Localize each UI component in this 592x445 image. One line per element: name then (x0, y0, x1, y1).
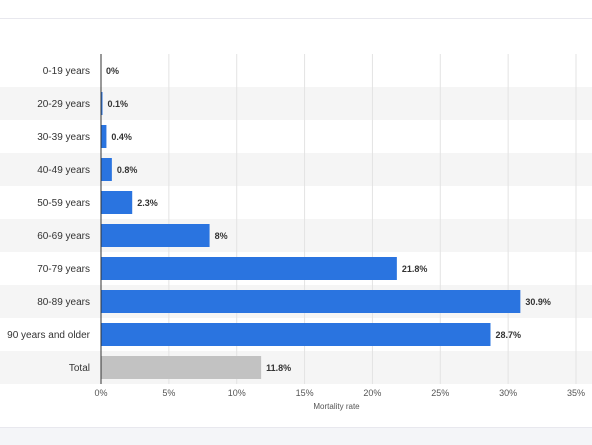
category-label: 90 years and older (7, 330, 91, 341)
category-label: 50-59 years (37, 198, 90, 209)
bar (101, 125, 107, 148)
row-shade (0, 153, 592, 186)
value-label: 0.1% (108, 99, 129, 109)
row-shade (0, 351, 592, 384)
value-label: 11.8% (266, 363, 291, 373)
value-label: 21.8% (402, 264, 428, 274)
x-tick-label: 35% (567, 388, 585, 398)
bar (101, 257, 397, 280)
category-label: Total (69, 363, 90, 374)
category-label: 60-69 years (37, 231, 90, 242)
bar (101, 356, 262, 379)
value-label: 30.9% (525, 297, 551, 307)
x-axis-title: Mortality rate (313, 402, 360, 411)
x-tick-label: 25% (431, 388, 449, 398)
x-tick-label: 10% (228, 388, 246, 398)
value-label: 8% (215, 231, 228, 241)
bar (101, 158, 112, 181)
category-label: 80-89 years (37, 297, 90, 308)
row-shade (0, 219, 592, 252)
value-label: 2.3% (137, 198, 158, 208)
value-label: 28.7% (496, 330, 522, 340)
x-tick-label: 0% (94, 388, 107, 398)
bar (101, 191, 133, 214)
x-tick-label: 30% (499, 388, 517, 398)
category-label: 70-79 years (37, 264, 90, 275)
category-label: 20-29 years (37, 99, 90, 110)
value-label: 0.4% (111, 132, 132, 142)
bar (101, 290, 521, 313)
value-label: 0.8% (117, 165, 138, 175)
bottom-band (0, 427, 592, 445)
category-label: 40-49 years (37, 165, 90, 176)
x-tick-label: 20% (363, 388, 381, 398)
row-shade (0, 87, 592, 120)
bar (101, 92, 103, 115)
category-label: 30-39 years (37, 132, 90, 143)
x-tick-label: 5% (162, 388, 175, 398)
top-divider (0, 18, 592, 19)
value-label: 0% (106, 66, 119, 76)
top-band (0, 0, 592, 18)
category-label: 0-19 years (43, 66, 90, 77)
x-tick-label: 15% (296, 388, 314, 398)
bar (101, 323, 491, 346)
bar (101, 224, 210, 247)
